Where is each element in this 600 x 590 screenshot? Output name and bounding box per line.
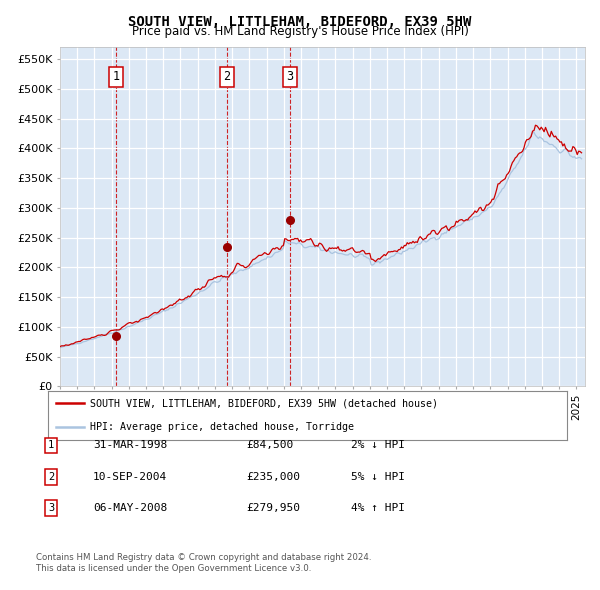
Text: 4% ↑ HPI: 4% ↑ HPI <box>351 503 405 513</box>
Text: 1: 1 <box>112 70 119 83</box>
Text: £235,000: £235,000 <box>246 472 300 481</box>
Text: 06-MAY-2008: 06-MAY-2008 <box>93 503 167 513</box>
Text: 5% ↓ HPI: 5% ↓ HPI <box>351 472 405 481</box>
Text: £84,500: £84,500 <box>246 441 293 450</box>
Text: Contains HM Land Registry data © Crown copyright and database right 2024.: Contains HM Land Registry data © Crown c… <box>36 553 371 562</box>
Text: SOUTH VIEW, LITTLEHAM, BIDEFORD, EX39 5HW: SOUTH VIEW, LITTLEHAM, BIDEFORD, EX39 5H… <box>128 15 472 29</box>
Text: This data is licensed under the Open Government Licence v3.0.: This data is licensed under the Open Gov… <box>36 565 311 573</box>
Text: 2% ↓ HPI: 2% ↓ HPI <box>351 441 405 450</box>
Text: 31-MAR-1998: 31-MAR-1998 <box>93 441 167 450</box>
Text: 1: 1 <box>48 441 54 450</box>
Text: Price paid vs. HM Land Registry's House Price Index (HPI): Price paid vs. HM Land Registry's House … <box>131 25 469 38</box>
Text: 2: 2 <box>223 70 230 83</box>
Text: HPI: Average price, detached house, Torridge: HPI: Average price, detached house, Torr… <box>89 422 353 432</box>
Text: 3: 3 <box>48 503 54 513</box>
Text: 2: 2 <box>48 472 54 481</box>
Text: SOUTH VIEW, LITTLEHAM, BIDEFORD, EX39 5HW (detached house): SOUTH VIEW, LITTLEHAM, BIDEFORD, EX39 5H… <box>89 398 437 408</box>
Text: 10-SEP-2004: 10-SEP-2004 <box>93 472 167 481</box>
Text: £279,950: £279,950 <box>246 503 300 513</box>
Text: 3: 3 <box>286 70 293 83</box>
